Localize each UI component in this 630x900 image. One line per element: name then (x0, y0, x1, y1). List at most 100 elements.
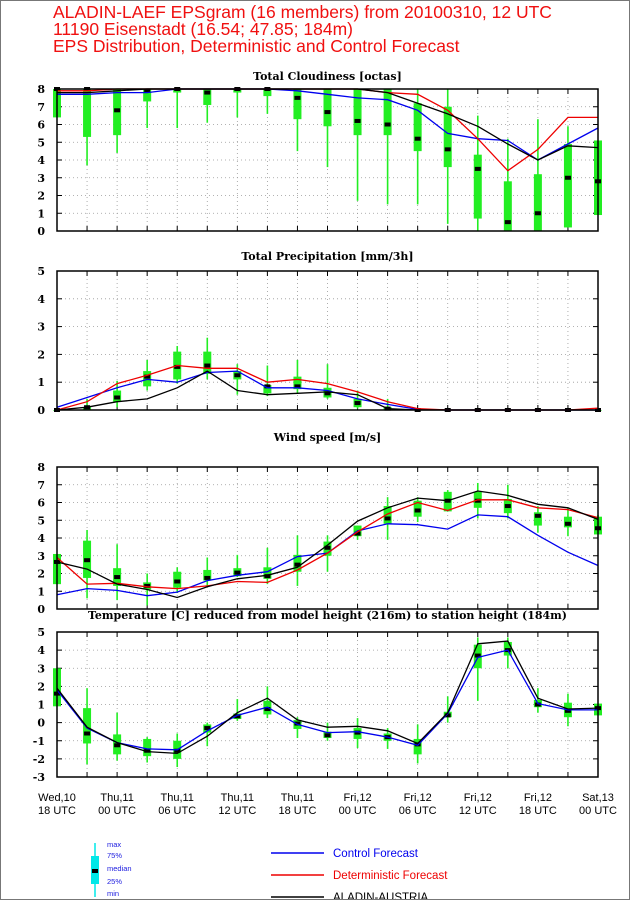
median-mark (534, 211, 541, 216)
x-tick-label: Fri,12 00 UTC (339, 792, 377, 817)
median-mark (564, 175, 571, 180)
median-mark (84, 731, 91, 736)
median-mark (264, 707, 271, 712)
iqr-box (203, 569, 212, 581)
panel-1: Total Precipitation [mm/3h] 0 1 2 3 4 5 (37, 250, 602, 417)
median-mark (174, 364, 181, 369)
median-mark (324, 391, 331, 396)
iqr-box (503, 181, 512, 231)
median-mark (414, 508, 421, 513)
median-mark (564, 521, 571, 526)
legend-box-label: min (107, 889, 119, 898)
panel-3: Temperature [C] reduced from model heigh… (33, 609, 602, 784)
y-tick-label: 2 (37, 568, 45, 581)
median-mark (444, 713, 451, 718)
iqr-box (83, 708, 92, 744)
y-tick-label: 4 (37, 154, 45, 167)
y-tick-label: 0 (37, 225, 45, 238)
y-tick-label: 6 (37, 497, 45, 510)
median-mark (264, 384, 271, 389)
median-mark (414, 742, 421, 747)
legend-median (92, 869, 98, 873)
legend-box-label: 25% (107, 877, 122, 886)
median-mark (144, 583, 151, 588)
x-tick-label: Thu,11 06 UTC (158, 792, 196, 817)
y-tick-label: 8 (37, 83, 45, 96)
legend-label-deterministic: Deterministic Forecast (333, 870, 448, 882)
y-tick-label: 5 (37, 265, 45, 278)
plot-frame (56, 466, 599, 610)
median-mark (384, 122, 391, 127)
median-mark (114, 743, 121, 748)
panel-title: Wind speed [m/s] (273, 431, 382, 444)
median-mark (234, 570, 241, 575)
y-tick-label: 1 (37, 585, 45, 598)
iqr-box (203, 351, 212, 374)
x-tick-label: Fri,12 06 UTC (399, 792, 437, 817)
median-mark (534, 702, 541, 707)
panel-0: Total Cloudiness [octas] 0 1 2 3 4 5 6 7 8 (37, 70, 602, 238)
iqr-box (413, 103, 422, 152)
y-tick-label: 6 (37, 119, 45, 132)
iqr-box (203, 89, 212, 105)
x-tick-label: Fri,12 18 UTC (519, 792, 557, 817)
iqr-box (263, 89, 272, 97)
median-mark (294, 562, 301, 567)
y-tick-label: 7 (37, 479, 45, 492)
legend-label-control: Control Forecast (333, 848, 419, 860)
y-tick-label: 4 (37, 644, 45, 657)
median-mark (354, 401, 361, 406)
median-mark (504, 504, 511, 509)
median-mark (474, 653, 481, 658)
legend: max 75% median 25% min Control Forecast Determ… (91, 840, 448, 899)
y-tick-label: -1 (33, 735, 45, 748)
y-tick-label: 2 (37, 190, 45, 203)
iqr-box (323, 89, 332, 127)
plot-frame (56, 631, 599, 778)
median-mark (444, 147, 451, 152)
median-mark (354, 531, 361, 536)
iqr-box (533, 512, 542, 526)
median-mark (204, 575, 211, 580)
median-mark (174, 579, 181, 584)
median-mark (114, 395, 121, 400)
header-title: ALADIN-LAEF EPSgram (16 members) from 20… (53, 2, 552, 22)
median-mark (294, 95, 301, 100)
iqr-box (383, 89, 392, 136)
iqr-box (413, 738, 422, 755)
median-mark (114, 575, 121, 580)
y-tick-label: 7 (37, 101, 45, 114)
median-mark (114, 108, 121, 113)
median-mark (204, 726, 211, 731)
x-tick-label: Wed,10 18 UTC (38, 792, 76, 817)
iqr-box (143, 89, 152, 102)
iqr-box (353, 89, 362, 136)
iqr-box (263, 384, 272, 394)
median-mark (564, 708, 571, 713)
median-mark (324, 545, 331, 550)
median-mark (204, 363, 211, 368)
header-subtitle: EPS Distribution, Deterministic and Cont… (53, 36, 460, 56)
header-station: 11190 Eisenstadt (16.54; 47.85; 184m) (53, 19, 353, 39)
median-mark (144, 374, 151, 379)
median-mark (264, 574, 271, 579)
median-mark (174, 748, 181, 753)
deterministic-line (56, 499, 599, 590)
iqr-box (383, 506, 392, 524)
iqr-box (263, 567, 272, 579)
iqr-box (143, 738, 152, 757)
y-tick-label: 1 (37, 376, 45, 389)
y-tick-label: 1 (37, 207, 45, 220)
y-tick-label: 2 (37, 348, 45, 361)
y-tick-label: 0 (37, 404, 45, 417)
legend-box-label: max (107, 840, 121, 849)
iqr-box (143, 371, 152, 387)
legend-box-label: 75% (107, 851, 122, 860)
y-tick-label: 5 (37, 514, 45, 527)
median-mark (294, 721, 301, 726)
aladin-line (56, 490, 599, 599)
median-mark (354, 118, 361, 123)
x-tick-label: Fri,12 12 UTC (459, 792, 497, 817)
